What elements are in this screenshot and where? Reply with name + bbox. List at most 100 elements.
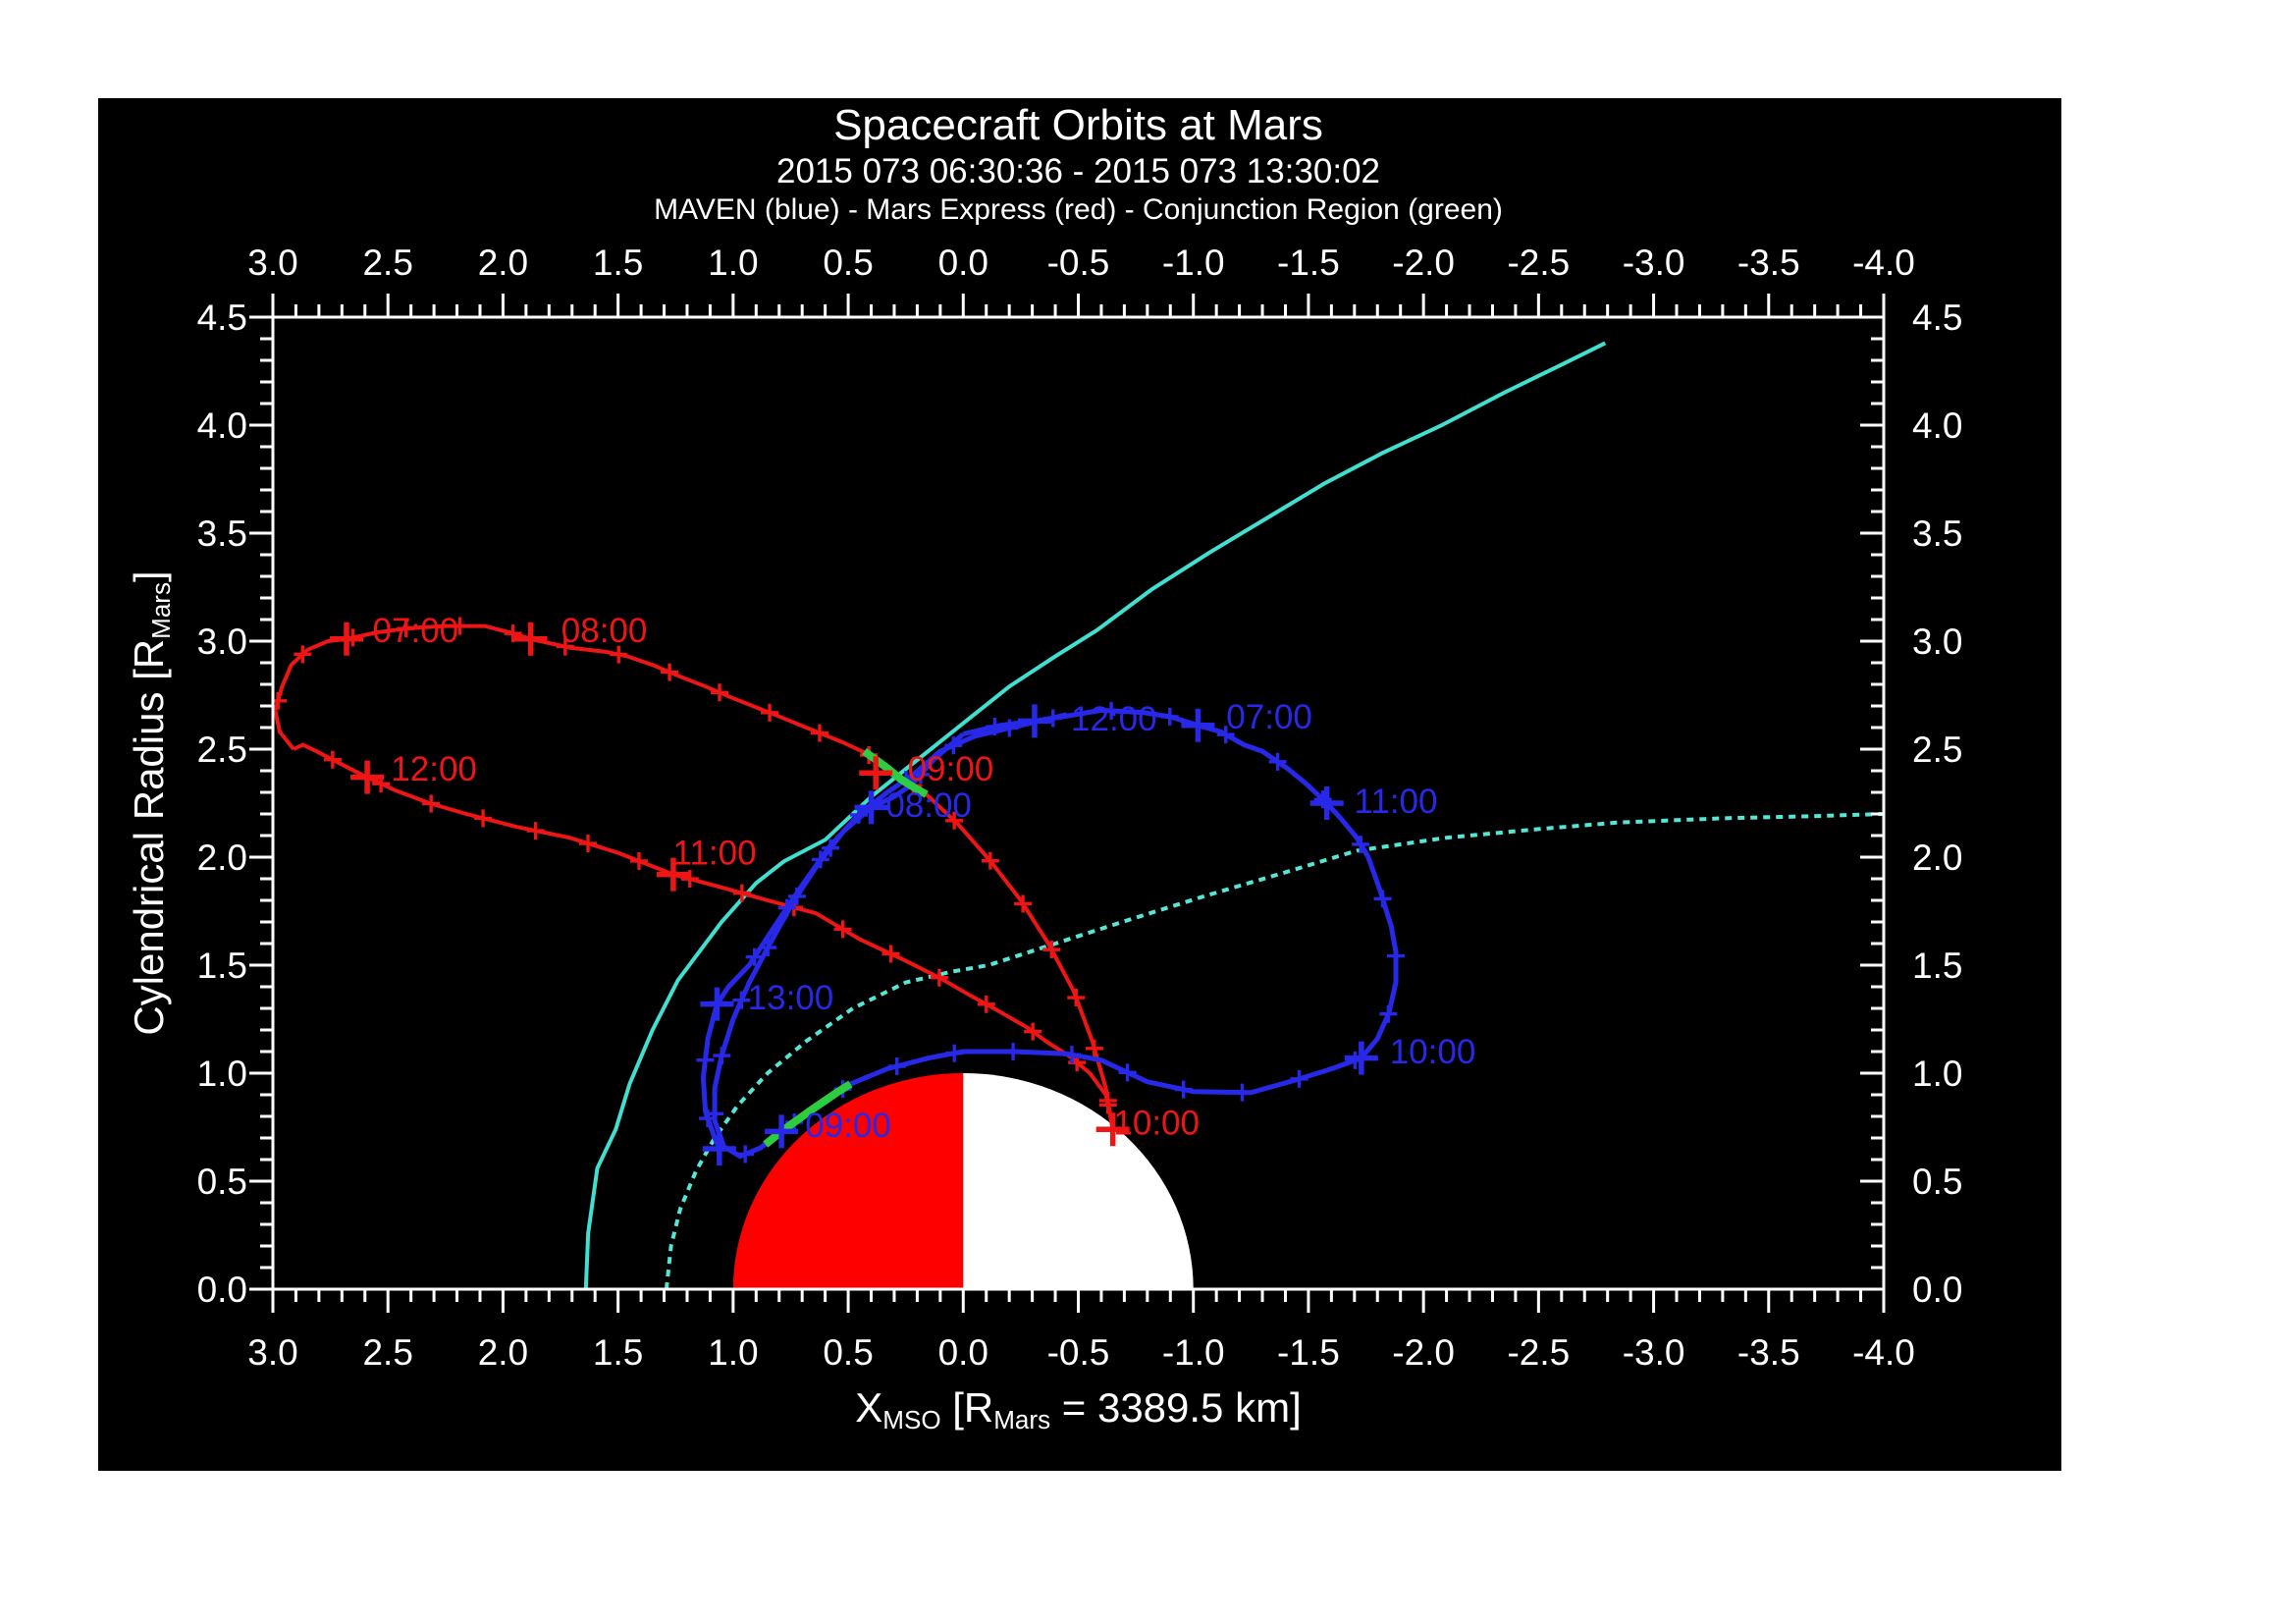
magnetic-pileup-boundary-curve: [664, 812, 1884, 1289]
y-tick-label-right: 3.5: [1912, 514, 1962, 554]
x-tick-label-top: -2.0: [1392, 243, 1455, 283]
mars-express-orbit-curve: [273, 623, 1115, 1130]
mars-express-time-label: 07:00: [373, 612, 459, 650]
x-tick-label-bottom: -0.5: [1047, 1332, 1110, 1373]
conjunction-region-on-maven-curve: [763, 1080, 853, 1148]
y-tick-label-left: 2.0: [197, 838, 247, 878]
y-tick-label-left: 3.5: [197, 514, 247, 554]
x-axis-title: XMSO [RMars = 3389.5 km]: [273, 1384, 1884, 1435]
axis-ticks: [249, 294, 1886, 1313]
maven-hour-tick: [1344, 1041, 1378, 1075]
maven-time-label: 07:00: [1226, 698, 1312, 736]
bow-shock-curve: [583, 341, 1607, 1289]
x-tick-label-top: -2.5: [1507, 243, 1570, 283]
curves-layer: [273, 341, 1884, 1289]
mars-express-hour-tick: [513, 622, 548, 656]
x-tick-label-top: 2.0: [478, 243, 528, 283]
x-tick-label-bottom: 1.0: [708, 1332, 758, 1373]
y-tick-label-right: 1.5: [1912, 946, 1962, 986]
x-tick-label-top: -1.5: [1277, 243, 1340, 283]
maven-time-label: 08:00: [885, 786, 972, 825]
x-tick-label-top: -1.0: [1162, 243, 1225, 283]
chart-legend: MAVEN (blue) - Mars Express (red) - Conj…: [654, 193, 1503, 226]
x-tick-label-bottom: 2.5: [362, 1332, 412, 1373]
maven-hour-tick: [1017, 704, 1051, 738]
mars-express-hour-tick: [330, 622, 364, 656]
x-tick-label-bottom: -1.0: [1162, 1332, 1225, 1373]
y-tick-label-left: 1.0: [197, 1054, 247, 1094]
mars-nightside: [963, 1073, 1194, 1289]
x-tick-label-bottom: 0.0: [938, 1332, 988, 1373]
y-tick-label-left: 3.0: [197, 622, 247, 662]
y-tick-label-left: 4.0: [197, 406, 247, 446]
x-tick-label-top: 0.0: [938, 243, 988, 283]
y-tick-label-right: 1.0: [1912, 1054, 1962, 1094]
x-tick-label-bottom: -4.0: [1852, 1332, 1915, 1373]
y-tick-label-right: 3.0: [1912, 622, 1962, 662]
x-tick-label-top: -0.5: [1047, 243, 1110, 283]
x-tick-label-bottom: -2.0: [1392, 1332, 1455, 1373]
maven-hour-tick: [702, 1132, 736, 1165]
y-tick-label-right: 4.0: [1912, 406, 1962, 446]
x-tick-label-top: 1.5: [593, 243, 643, 283]
maven-time-label: 13:00: [748, 979, 834, 1017]
maven-time-label: 11:00: [1355, 783, 1438, 821]
x-tick-label-top: -3.5: [1737, 243, 1800, 283]
maven-orbit-pass1-curve: [712, 707, 1399, 1160]
maven-time-label: 12:00: [1071, 700, 1157, 738]
maven-time-label: 10:00: [1390, 1033, 1476, 1071]
y-tick-label-right: 4.5: [1912, 298, 1962, 338]
x-tick-label-top: 1.0: [708, 243, 758, 283]
x-tick-label-top: 0.5: [823, 243, 873, 283]
mars-dayside: [732, 1073, 964, 1289]
mars-express-hour-tick: [656, 857, 690, 892]
x-tick-label-bottom: -1.5: [1277, 1332, 1340, 1373]
x-tick-label-bottom: 2.0: [478, 1332, 528, 1373]
maven-hour-tick: [854, 790, 888, 825]
x-axis-title-text: X: [855, 1384, 883, 1431]
y-tick-label-right: 0.5: [1912, 1162, 1962, 1202]
mars-express-time-label: 08:00: [561, 612, 648, 650]
x-axis-title-text: = 3389.5 km]: [1050, 1384, 1302, 1431]
mars-express-hour-tick: [1095, 1112, 1130, 1147]
maven-hour-tick: [1309, 786, 1344, 820]
maven-time-label: 09:00: [805, 1107, 891, 1145]
maven-hour-tick: [700, 987, 734, 1021]
x-tick-label-bottom: 0.5: [823, 1332, 873, 1373]
y-tick-label-right: 0.0: [1912, 1270, 1962, 1310]
title-block: Spacecraft Orbits at Mars 2015 073 06:30…: [273, 98, 1884, 228]
x-tick-label-top: -4.0: [1852, 243, 1915, 283]
y-tick-label-left: 0.5: [197, 1162, 247, 1202]
mars-express-time-label: 10:00: [1113, 1105, 1200, 1143]
y-tick-label-left: 0.0: [197, 1270, 247, 1310]
x-axis-title-text: [R: [940, 1384, 994, 1431]
mars-disk: [732, 1073, 1194, 1289]
maven-hour-tick: [765, 1114, 799, 1149]
x-tick-label-top: 3.0: [247, 243, 297, 283]
x-tick-label-bottom: 1.5: [593, 1332, 643, 1373]
mars-express-time-label: 11:00: [673, 835, 757, 873]
mars-express-time-label: 09:00: [908, 750, 994, 788]
y-tick-label-right: 2.5: [1912, 730, 1962, 770]
x-axis-title-sub: Mars: [993, 1405, 1051, 1435]
mars-express-hour-tick: [859, 756, 893, 790]
y-tick-label-left: 2.5: [197, 730, 247, 770]
x-tick-label-top: -3.0: [1623, 243, 1685, 283]
chart-title: Spacecraft Orbits at Mars: [833, 101, 1323, 149]
x-tick-label-bottom: -3.5: [1737, 1332, 1800, 1373]
x-axis-title-sub: MSO: [882, 1405, 941, 1435]
axis-tick-labels: 3.0 3.0 2.5 2.5 2.0 2.0 1.5 1.5 1.0 1.0 0.5 0.5 0.0 0…: [197, 243, 1963, 1373]
chart-subtitle: 2015 073 06:30:36 - 2015 073 13:30:02: [776, 152, 1380, 190]
x-tick-label-bottom: -2.5: [1507, 1332, 1570, 1373]
maven-hour-tick: [1181, 708, 1215, 742]
x-tick-label-bottom: 3.0: [247, 1332, 297, 1373]
x-tick-label-top: 2.5: [362, 243, 412, 283]
y-tick-label-right: 2.0: [1912, 838, 1962, 878]
hour-marks-layer: 07:00 08:0009:0010:0011:0012:0007:0008:00…: [330, 612, 1475, 1165]
y-tick-label-left: 1.5: [197, 946, 247, 986]
x-tick-label-bottom: -3.0: [1623, 1332, 1685, 1373]
mars-express-time-label: 12:00: [391, 750, 477, 788]
y-tick-label-left: 4.5: [197, 298, 247, 338]
